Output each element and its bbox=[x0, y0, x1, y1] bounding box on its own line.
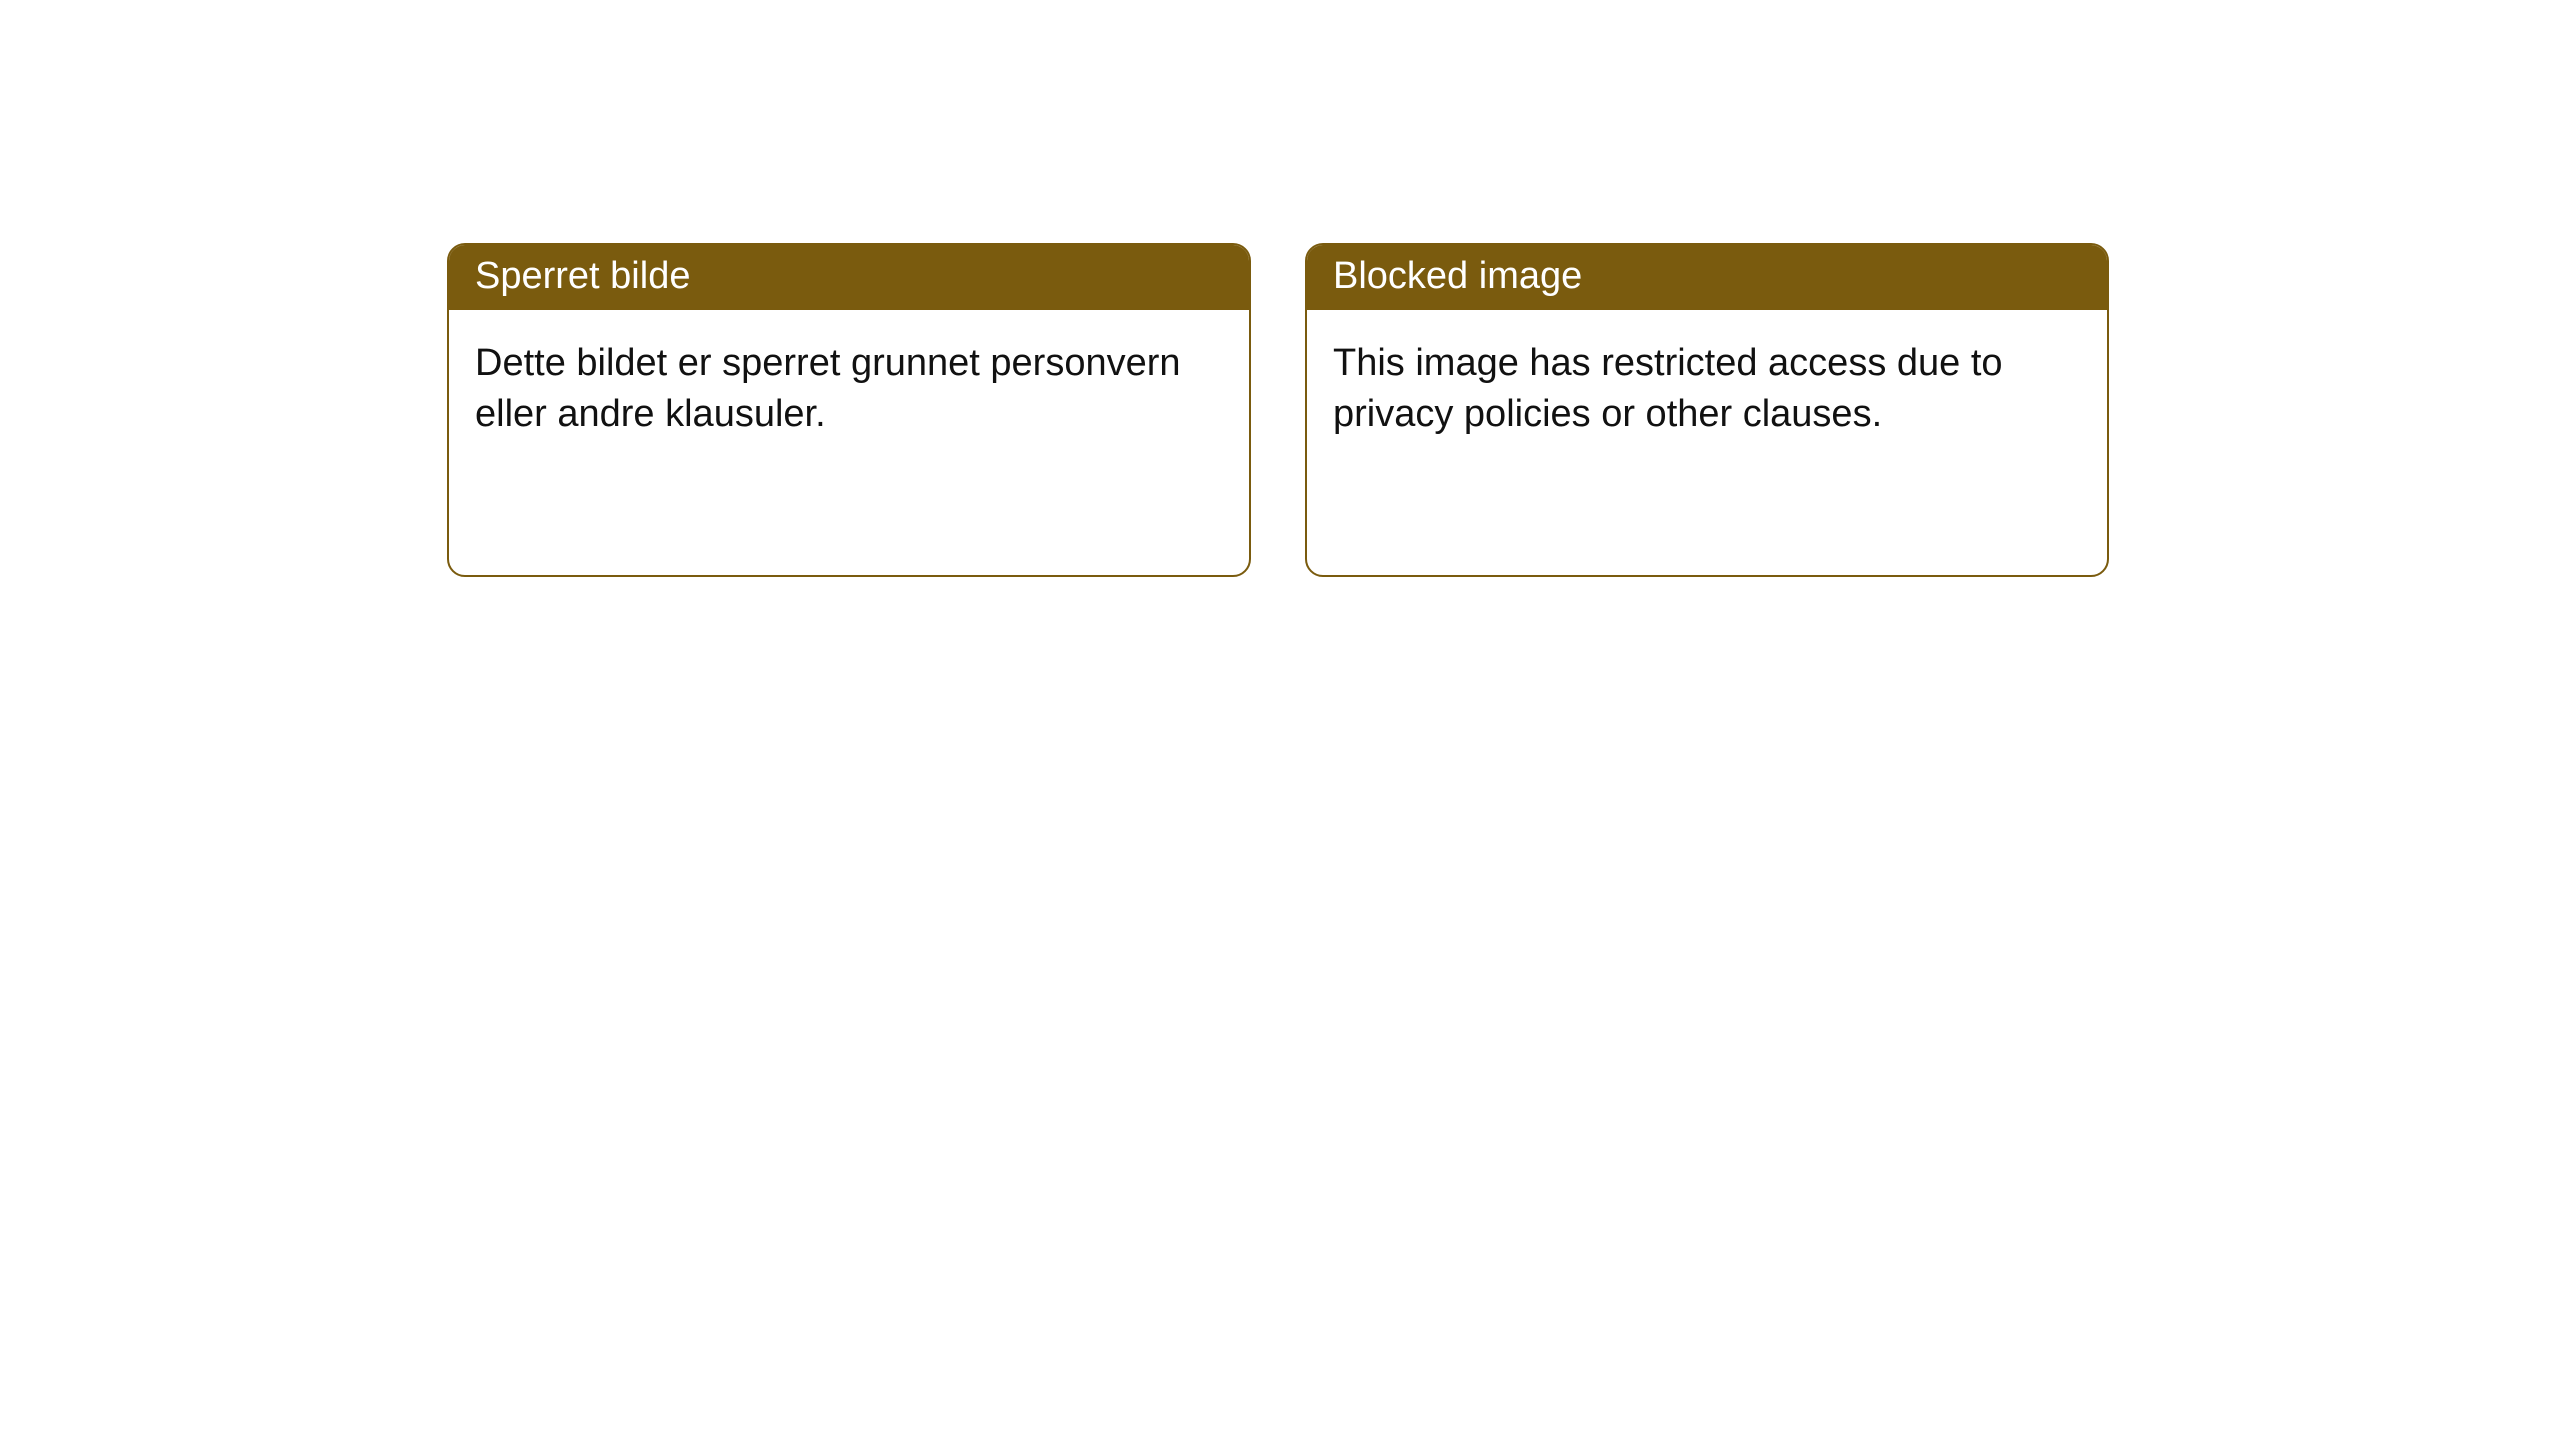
notice-container: Sperret bilde Dette bildet er sperret gr… bbox=[0, 0, 2560, 577]
notice-title: Blocked image bbox=[1307, 245, 2107, 310]
notice-body: This image has restricted access due to … bbox=[1307, 310, 2107, 469]
notice-card-norwegian: Sperret bilde Dette bildet er sperret gr… bbox=[447, 243, 1251, 577]
notice-card-english: Blocked image This image has restricted … bbox=[1305, 243, 2109, 577]
notice-body: Dette bildet er sperret grunnet personve… bbox=[449, 310, 1249, 469]
notice-title: Sperret bilde bbox=[449, 245, 1249, 310]
